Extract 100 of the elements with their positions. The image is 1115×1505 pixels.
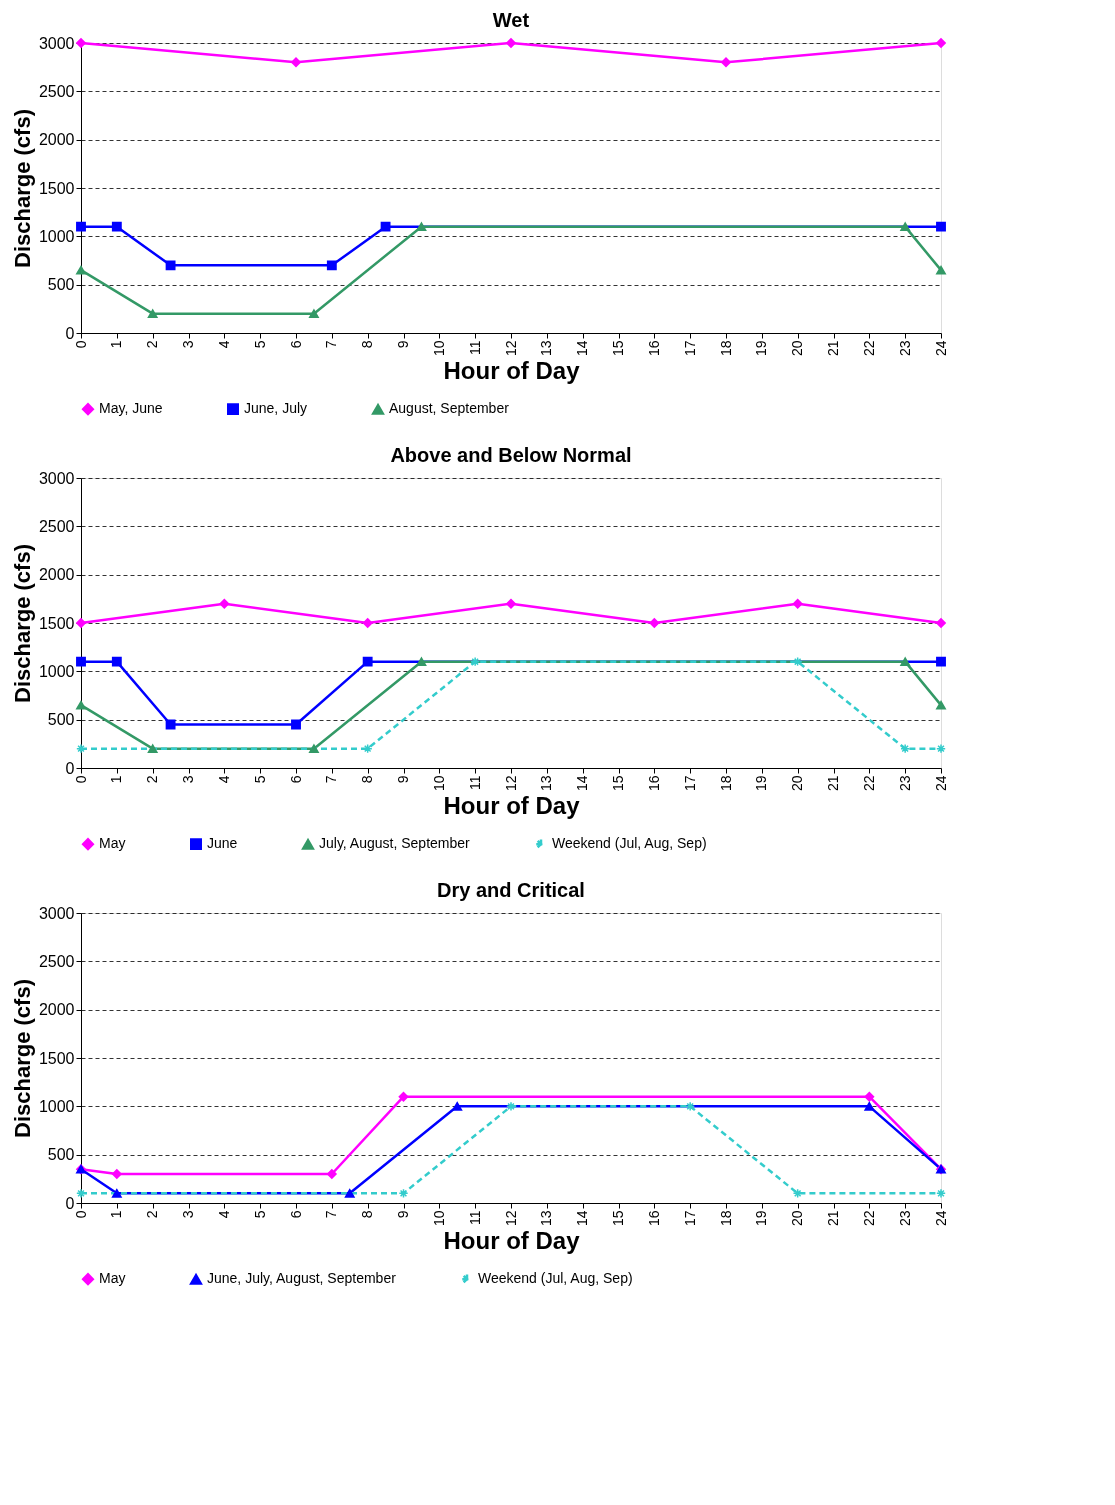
y-axis-title: Discharge (cfs) [9,979,35,1138]
x-tick-label: 3 [180,775,196,784]
x-tick-label: 5 [251,340,268,349]
x-tick-label: 21 [825,1210,841,1227]
y-tick-label: 1500 [38,1049,75,1067]
x-tick-label: 24 [932,340,949,357]
legend-label: Weekend (Jul, Aug, Sep) [478,1270,633,1287]
y-tick-label: 3000 [38,34,75,52]
x-tick-label: 15 [610,340,626,357]
x-tick-label: 3 [180,1210,196,1219]
x-tick-label: 22 [860,1210,877,1227]
legend-label: July, August, September [319,835,471,852]
x-tick-label: 11 [466,340,483,356]
x-tick-label: 21 [825,340,841,357]
chart-title: Wet [492,9,530,31]
x-tick-label: 10 [430,1210,447,1227]
y-tick-label: 2000 [38,1001,75,1019]
x-tick-label: 15 [610,1210,626,1227]
x-tick-label: 22 [860,340,877,357]
y-axis-title: Discharge (cfs) [9,544,35,703]
x-tick-label: 19 [753,1210,770,1227]
x-tick-label: 8 [359,1210,376,1219]
x-axis-title: Hour of Day [443,792,581,820]
x-tick-label: 24 [932,775,949,792]
y-tick-label: 2500 [38,82,75,100]
x-tick-label: 1 [108,775,125,784]
y-tick-label: 2000 [38,566,75,584]
y-tick-label: 3000 [38,904,75,922]
chart-title: Dry and Critical [437,879,585,901]
x-axis-title: Hour of Day [443,357,581,385]
x-tick-label: 2 [144,1210,161,1219]
x-tick-label: 20 [789,1210,806,1227]
y-tick-label: 1000 [38,227,75,245]
x-tick-label: 22 [860,775,877,792]
x-tick-label: 16 [645,340,662,357]
x-tick-label: 7 [323,775,340,784]
legend-label: May, June [99,400,163,417]
x-tick-label: 2 [144,775,161,784]
x-tick-label: 6 [287,1210,304,1219]
x-tick-label: 23 [896,1210,913,1227]
legend-label: May [99,835,126,852]
x-tick-label: 20 [789,775,806,792]
x-tick-label: 13 [538,775,555,792]
legend-label: Weekend (Jul, Aug, Sep) [552,835,707,852]
x-tick-label: 2 [144,340,161,349]
y-tick-label: 500 [47,711,75,729]
x-tick-label: 3 [180,340,196,349]
x-tick-label: 12 [502,775,519,792]
x-tick-label: 5 [251,1210,268,1219]
x-tick-label: 0 [72,340,89,349]
x-tick-label: 4 [215,775,232,784]
x-tick-label: 19 [753,775,770,792]
y-tick-label: 2500 [38,517,75,535]
x-tick-label: 8 [359,775,376,784]
x-tick-label: 21 [825,775,841,792]
x-tick-label: 15 [610,775,626,792]
x-tick-label: 11 [466,775,483,791]
legend-label: June, July, August, September [207,1270,397,1287]
y-tick-label: 3000 [38,469,75,487]
x-tick-label: 18 [717,775,734,792]
y-tick-label: 2500 [38,952,75,970]
x-tick-label: 14 [574,340,591,357]
x-tick-label: 17 [681,775,698,792]
x-tick-label: 20 [789,340,806,357]
x-tick-label: 17 [681,340,698,357]
y-tick-label: 1500 [38,179,75,197]
y-tick-label: 1500 [38,614,75,632]
chart-title: Above and Below Normal [390,444,632,466]
x-tick-label: 10 [430,775,447,792]
x-tick-label: 18 [717,1210,734,1227]
x-tick-label: 9 [395,340,411,349]
x-tick-label: 14 [574,1210,591,1227]
x-tick-label: 23 [896,340,913,357]
x-tick-label: 7 [323,340,340,349]
x-tick-label: 16 [645,1210,662,1227]
legend-label: June [207,835,238,852]
x-tick-label: 12 [502,1210,519,1227]
x-tick-label: 23 [896,775,913,792]
x-tick-label: 4 [215,340,232,349]
x-axis-title: Hour of Day [443,1227,581,1255]
x-tick-label: 13 [538,1210,555,1227]
y-tick-label: 1000 [38,1097,75,1115]
x-tick-label: 6 [287,340,304,349]
y-tick-label: 500 [47,1146,75,1164]
x-tick-label: 18 [717,340,734,357]
x-tick-label: 1 [108,340,125,349]
x-tick-label: 4 [215,1210,232,1219]
x-tick-label: 7 [323,1210,340,1219]
x-tick-label: 16 [645,775,662,792]
x-tick-label: 9 [395,775,411,784]
legend-label: August, September [389,400,510,417]
y-tick-label: 2000 [38,131,75,149]
legend-label: May [99,1270,126,1287]
x-tick-label: 0 [72,775,89,784]
x-tick-label: 13 [538,340,555,357]
x-tick-label: 5 [251,775,268,784]
x-tick-label: 11 [466,1210,483,1226]
x-tick-label: 0 [72,1210,89,1219]
x-tick-label: 12 [502,340,519,357]
x-tick-label: 14 [574,775,591,792]
